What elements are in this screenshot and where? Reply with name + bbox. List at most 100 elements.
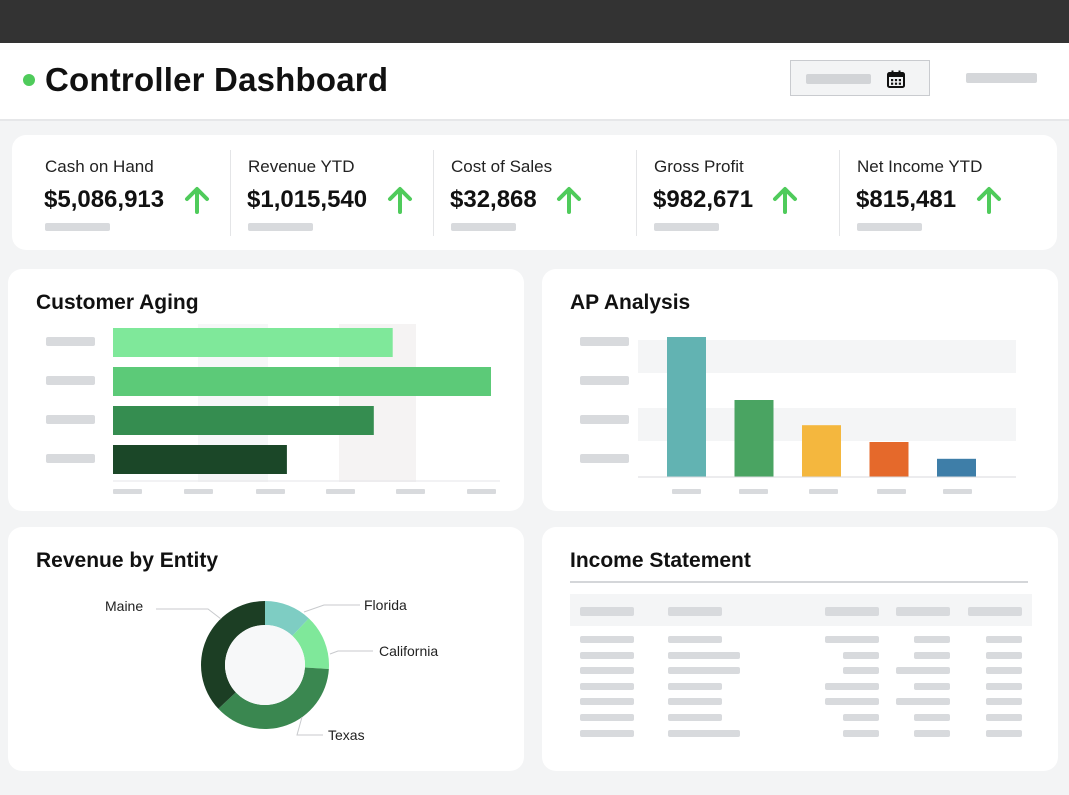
trend-up-arrow-icon	[557, 187, 581, 214]
trend-up-arrow-icon	[185, 187, 209, 214]
table-cell-placeholder	[896, 698, 950, 706]
kpi-label: Cash on Hand	[45, 157, 154, 176]
income-statement-title: Income Statement	[570, 549, 751, 572]
table-cell-placeholder	[580, 667, 634, 675]
table-cell-placeholder	[986, 667, 1022, 675]
kpi-divider	[839, 150, 840, 236]
label-maine: Maine	[105, 598, 143, 614]
kpi-value: $815,481	[856, 186, 957, 213]
table-header-cell	[825, 607, 879, 616]
table-cell-placeholder	[986, 698, 1022, 706]
customer-aging-card: Customer Aging	[8, 269, 524, 511]
revenue-by-entity-card: Revenue by Entity Florida California Tex…	[8, 527, 524, 771]
tick-label-placeholder	[256, 489, 285, 494]
kpi-subtext-placeholder	[45, 223, 110, 231]
donut-slice-florida[interactable]	[265, 601, 309, 636]
table-cell-placeholder	[986, 636, 1022, 643]
table-cell-placeholder	[914, 682, 950, 690]
row-label-placeholder	[46, 337, 95, 346]
donut-slice-maine[interactable]	[201, 601, 265, 709]
table-cell-placeholder	[668, 698, 722, 706]
aging-bar-4[interactable]	[113, 445, 287, 474]
kpi-subtext-placeholder	[857, 223, 922, 231]
date-picker[interactable]	[790, 60, 930, 96]
aging-row-labels	[46, 337, 95, 463]
aging-bar-3[interactable]	[113, 406, 374, 435]
revenue-by-entity-title: Revenue by Entity	[36, 549, 219, 572]
kpi-divider	[433, 150, 434, 236]
user-menu-placeholder[interactable]	[966, 73, 1037, 83]
tick-label-placeholder	[943, 489, 972, 494]
table-cell-placeholder	[986, 682, 1022, 690]
donut-leader-lines	[156, 604, 373, 736]
kpi-value: $32,868	[450, 186, 537, 213]
kpi-cost-of-sales[interactable]: Cost of Sales $32,868	[418, 135, 636, 250]
table-cell-placeholder	[914, 651, 950, 659]
table-cell-placeholder	[914, 729, 950, 737]
table-cell-placeholder	[843, 667, 879, 675]
table-cell-placeholder	[668, 636, 722, 643]
kpi-net-income-ytd[interactable]: Net Income YTD $815,481	[824, 135, 1042, 250]
ap-bar-5[interactable]	[937, 458, 976, 477]
donut-slice-california[interactable]	[292, 618, 329, 670]
aging-x-ticks	[113, 489, 496, 494]
leader-line-maine	[156, 608, 222, 620]
customer-aging-title: Customer Aging	[36, 291, 199, 314]
trend-up-arrow-icon	[388, 187, 412, 214]
table-cell-placeholder	[896, 667, 950, 675]
kpi-label: Revenue YTD	[248, 157, 355, 176]
title-underline	[570, 581, 1028, 583]
table-cell-placeholder	[986, 729, 1022, 737]
kpi-divider	[636, 150, 637, 236]
kpi-revenue-ytd[interactable]: Revenue YTD $1,015,540	[215, 135, 433, 250]
table-cell-placeholder	[986, 714, 1022, 721]
kpi-subtext-placeholder	[654, 223, 719, 231]
kpi-subtext-placeholder	[248, 223, 313, 231]
table-cell-placeholder	[668, 651, 740, 659]
tick-label-placeholder	[877, 489, 906, 494]
ap-bar-3[interactable]	[802, 425, 841, 477]
table-cell-placeholder	[580, 636, 634, 643]
ap-bar-2[interactable]	[734, 400, 774, 477]
row-label-placeholder	[46, 454, 95, 463]
table-cell-placeholder	[580, 682, 634, 690]
row-label-placeholder	[580, 415, 629, 424]
ap-analysis-chart	[580, 337, 1016, 494]
aging-bar-1[interactable]	[113, 328, 393, 357]
kpi-strip: Cash on Hand $5,086,913 Revenue YTD $1,0…	[12, 135, 1057, 250]
table-cell-placeholder	[914, 714, 950, 721]
tick-label-placeholder	[809, 489, 838, 494]
kpi-label: Net Income YTD	[857, 157, 983, 176]
aging-bar-2[interactable]	[113, 367, 491, 396]
table-cell-placeholder	[668, 682, 722, 690]
kpi-cash-on-hand[interactable]: Cash on Hand $5,086,913	[12, 135, 230, 250]
table-header-cell	[668, 607, 722, 616]
table-cell-placeholder	[668, 729, 740, 737]
donut-slice-texas[interactable]	[218, 667, 329, 729]
leader-line-texas	[296, 716, 323, 736]
table-cell-placeholder	[580, 651, 634, 659]
table-cell-placeholder	[825, 698, 879, 706]
calendar-icon[interactable]	[887, 70, 905, 88]
table-cell-placeholder	[843, 729, 879, 737]
tick-label-placeholder	[396, 489, 425, 494]
label-texas: Texas	[328, 727, 365, 743]
row-label-placeholder	[46, 415, 95, 424]
kpi-divider	[230, 150, 231, 236]
leader-line-california	[329, 650, 373, 655]
ap-bar-1[interactable]	[667, 337, 706, 477]
date-picker-value-placeholder	[806, 74, 871, 84]
page-title: Controller Dashboard	[45, 61, 389, 98]
table-header-cell	[580, 607, 634, 616]
ap-bar-4[interactable]	[869, 442, 909, 477]
ap-analysis-card: AP Analysis	[542, 269, 1058, 511]
status-dot	[23, 74, 35, 86]
table-cell-placeholder	[843, 651, 879, 659]
table-cell-placeholder	[986, 651, 1022, 659]
tick-label-placeholder	[113, 489, 142, 494]
kpi-gross-profit[interactable]: Gross Profit $982,671	[621, 135, 839, 250]
leader-line-florida	[303, 604, 360, 613]
row-label-placeholder	[580, 454, 629, 463]
table-cell-placeholder	[914, 636, 950, 643]
ap-analysis-title: AP Analysis	[570, 291, 691, 314]
